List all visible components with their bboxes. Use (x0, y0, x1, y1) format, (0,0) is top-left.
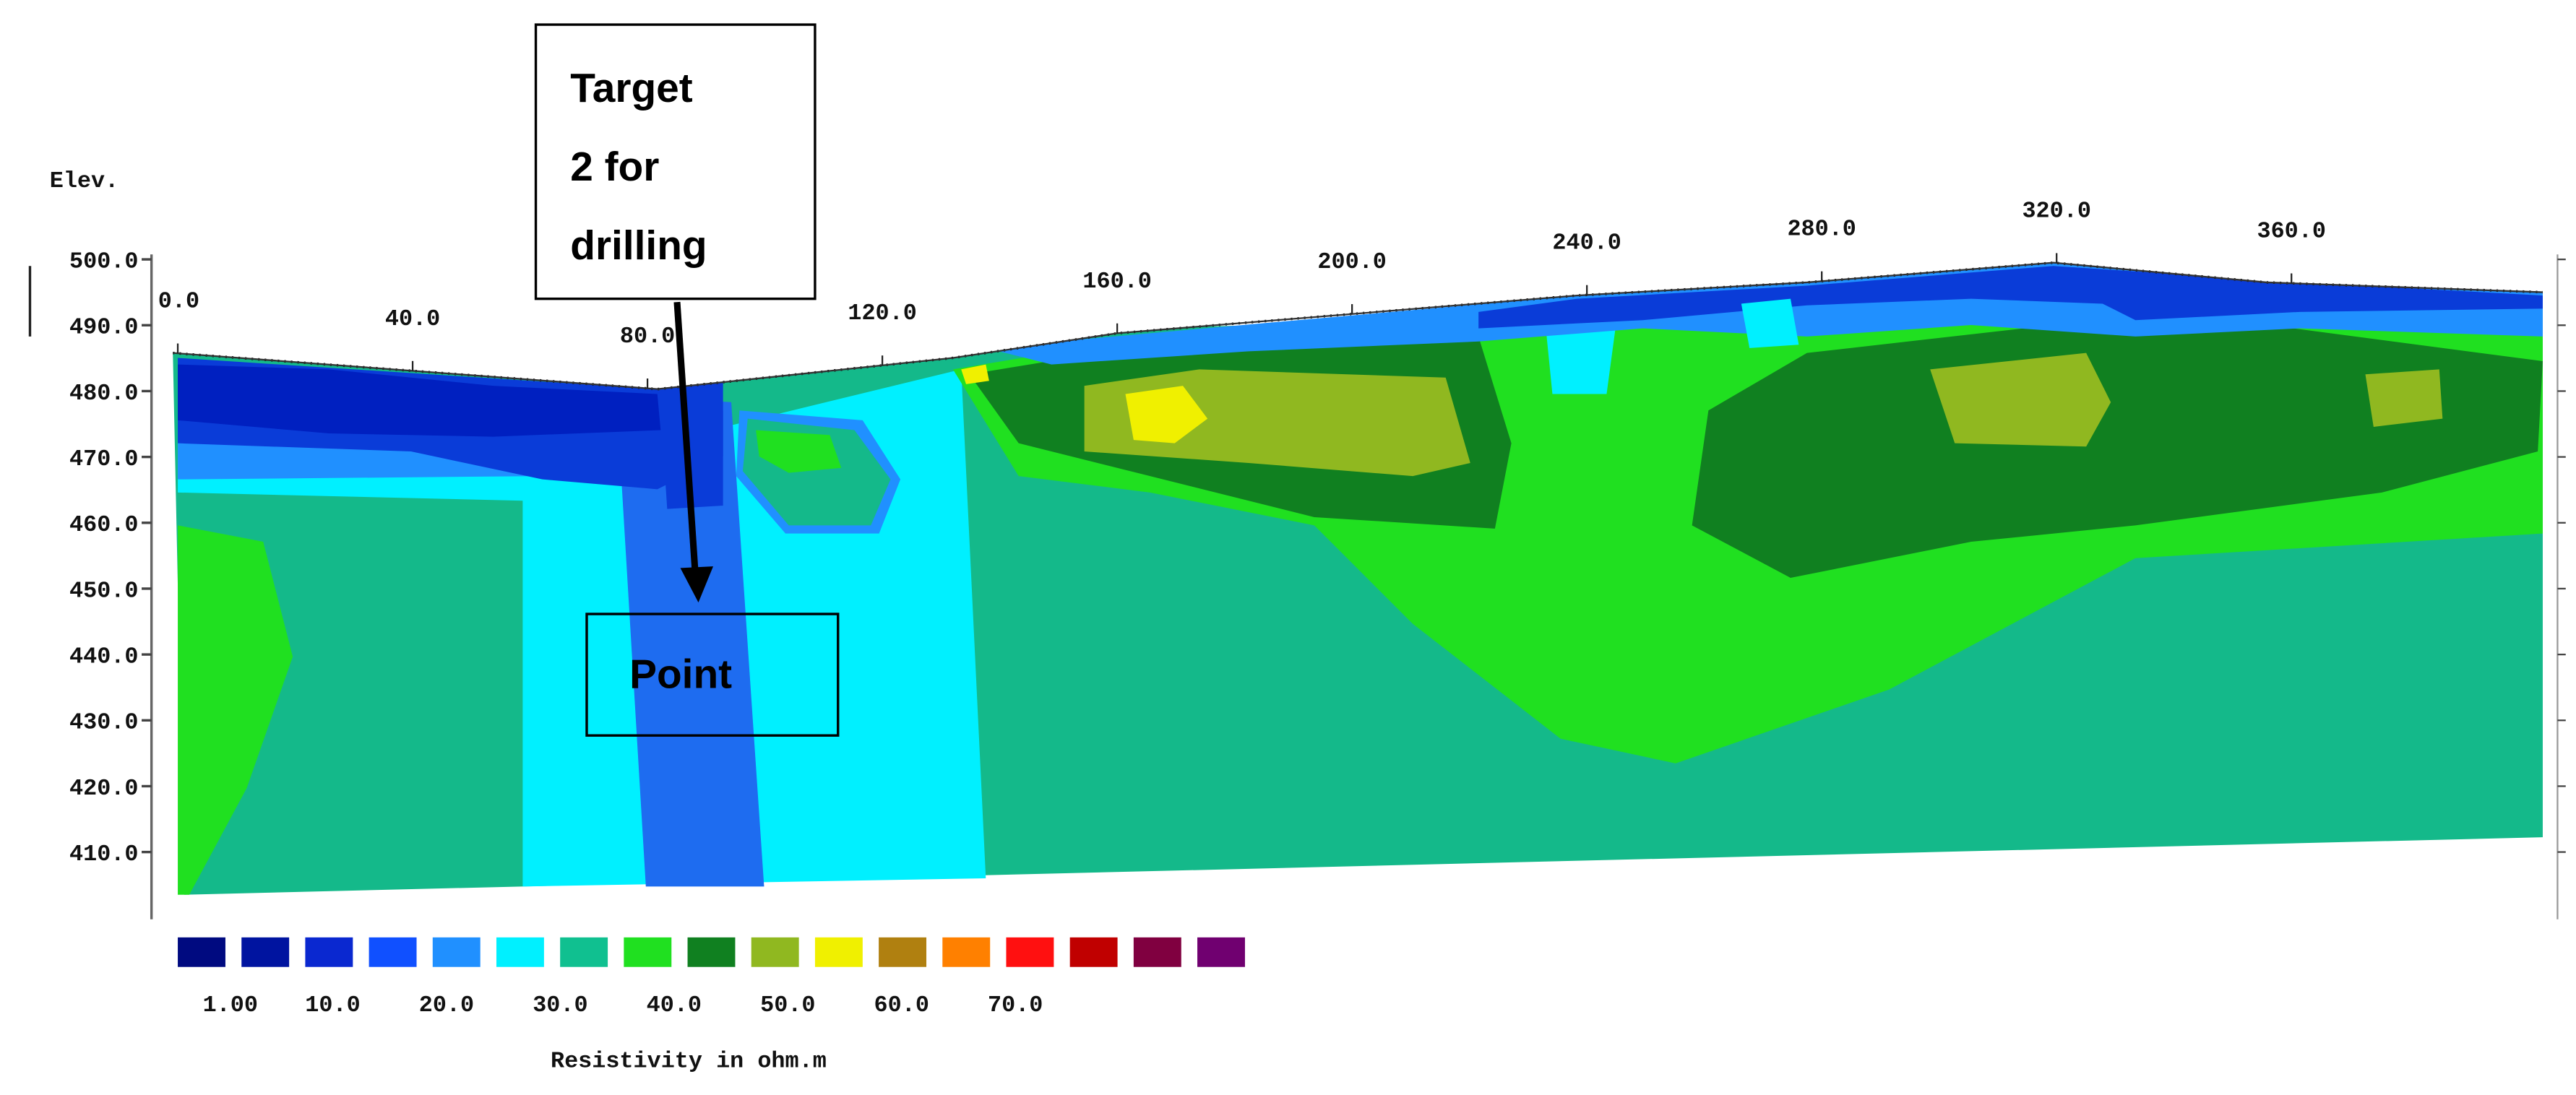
legend-swatch (305, 937, 353, 967)
legend-swatch (1006, 937, 1054, 967)
y-tick-label: 480.0 (69, 381, 138, 407)
y-tick-label: 490.0 (69, 315, 138, 341)
legend-swatch (241, 937, 290, 967)
legend-swatch (942, 937, 991, 967)
zone (1125, 386, 1208, 443)
x-tick-label: 40.0 (385, 306, 440, 332)
x-tick-label: 320.0 (2022, 198, 2090, 224)
colorbar-tick-label: 10.0 (305, 992, 360, 1018)
x-tick-label: 280.0 (1787, 217, 1856, 243)
y-tick-label: 410.0 (69, 841, 138, 867)
arrowhead (680, 566, 713, 603)
zone (660, 410, 723, 509)
zone (1930, 352, 2111, 447)
y-tick-label: 500.0 (69, 248, 138, 274)
y-tick-label: 470.0 (69, 446, 138, 472)
colorbar-tick-label: 20.0 (419, 992, 474, 1018)
colorbar-tick-label: 50.0 (760, 992, 815, 1018)
x-tick-label: 120.0 (848, 300, 916, 326)
colorbar-tick-label: 1.00 (203, 992, 258, 1018)
annotation-box (534, 23, 817, 300)
x-tick-label: 80.0 (620, 324, 675, 350)
annotation-text: 2 for (570, 144, 659, 190)
y-tick-label: 430.0 (69, 710, 138, 736)
legend-swatch (560, 937, 608, 967)
zone (621, 394, 764, 887)
section (156, 246, 2563, 895)
x-tick-label: 200.0 (1317, 249, 1386, 275)
colorbar-label: Resistivity in ohm.m (551, 1048, 827, 1074)
x-tick-label: 240.0 (1552, 230, 1621, 256)
zone (2365, 369, 2443, 427)
legend-swatch (624, 937, 672, 967)
y-tick-label: 440.0 (69, 644, 138, 670)
zone (1692, 311, 2543, 579)
zone (756, 430, 842, 473)
legend-swatch (496, 937, 544, 967)
surface-line (173, 261, 2543, 390)
annotation-text: Target (570, 66, 692, 111)
zone (1741, 298, 1799, 348)
colorbar-tick-label: 30.0 (533, 992, 587, 1018)
colorbar-tick-label: 40.0 (647, 992, 702, 1018)
legend-swatch (879, 937, 927, 967)
x-tick-label: 160.0 (1082, 269, 1151, 295)
y-tick-label: 460.0 (69, 512, 138, 538)
x-tick-label: 0.0 (158, 289, 199, 315)
annotation-text: Point (629, 652, 732, 697)
legend-swatch (751, 937, 799, 967)
y-axis-label: Elev. (50, 168, 119, 194)
zone (178, 525, 293, 895)
legend-swatch (1133, 937, 1181, 967)
annotation-text: drilling (570, 223, 707, 269)
y-tick-label: 420.0 (69, 776, 138, 802)
zone (178, 364, 661, 437)
annotation-box (585, 613, 840, 737)
legend-swatch (687, 937, 736, 967)
legend-swatch (432, 937, 481, 967)
legend-swatch (1197, 937, 1245, 967)
legend-swatch (369, 937, 417, 967)
arrow (673, 301, 699, 572)
y-tick-label: 450.0 (69, 578, 138, 604)
legend-swatch (178, 937, 225, 967)
annotation-point: Point (585, 613, 840, 737)
legend-swatch (814, 937, 863, 967)
x-tick-label: 360.0 (2257, 219, 2325, 245)
zone (961, 364, 989, 384)
colorbar-tick-label: 70.0 (988, 992, 1043, 1018)
legend-swatch (1069, 937, 1118, 967)
colorbar-tick-label: 60.0 (874, 992, 929, 1018)
annotation-target: Target 2 for drilling (534, 23, 817, 603)
